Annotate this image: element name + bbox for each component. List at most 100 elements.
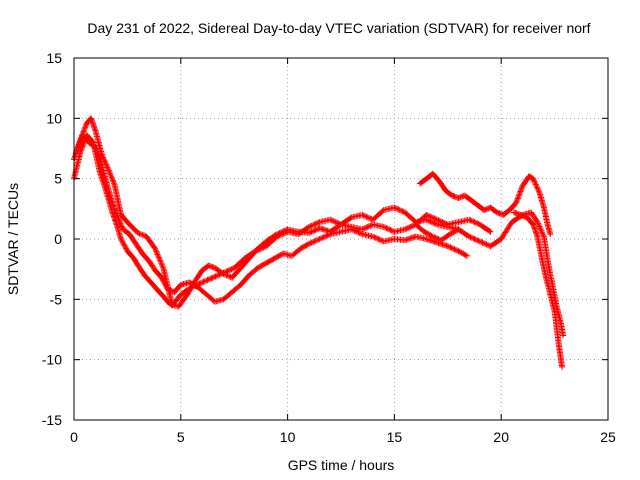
data-point-markers: [540, 204, 551, 229]
data-point-markers: [79, 132, 91, 145]
data-point-markers: [455, 226, 471, 239]
data-point-markers: [113, 211, 126, 231]
data-point-markers: [103, 178, 115, 205]
data-point-markers: [158, 274, 171, 292]
data-point-markers: [538, 255, 549, 280]
data-point-markers: [540, 233, 551, 265]
chart-title: Day 231 of 2022, Sidereal Day-to-day VTE…: [87, 20, 590, 36]
data-point-markers: [152, 245, 167, 271]
data-point-marker: [547, 231, 554, 238]
data-point-markers: [466, 233, 482, 244]
data-point-markers: [370, 233, 386, 244]
data-point-markers: [254, 260, 268, 271]
data-point-markers: [429, 170, 442, 183]
data-point-markers: [83, 132, 96, 145]
data-point-markers: [530, 175, 542, 195]
x-tick-label: 0: [70, 429, 78, 445]
data-point-markers: [145, 257, 158, 273]
data-point-markers: [468, 197, 480, 208]
data-point-markers: [237, 273, 252, 288]
data-point-markers: [92, 144, 102, 159]
y-tick-label: 10: [46, 110, 62, 126]
data-point-markers: [513, 184, 525, 206]
data-point-markers: [73, 133, 85, 156]
data-series-track-d: [417, 170, 554, 238]
data-point-markers: [370, 208, 386, 223]
data-point-markers: [327, 229, 343, 238]
data-point-markers: [132, 240, 145, 256]
data-point-markers: [175, 292, 190, 310]
data-point-markers: [498, 220, 515, 242]
data-point-markers: [306, 219, 322, 230]
data-point-markers: [212, 265, 226, 277]
data-point-markers: [506, 200, 519, 213]
data-point-markers: [147, 279, 160, 292]
data-point-markers: [139, 250, 151, 263]
data-point-markers: [500, 207, 512, 218]
data-point-markers: [423, 211, 439, 223]
x-tick-label: 5: [177, 429, 185, 445]
data-point-markers: [421, 228, 435, 239]
x-tick-label: 10: [280, 429, 296, 445]
data-point-markers: [113, 221, 124, 241]
data-point-markers: [545, 260, 556, 287]
data-point-markers: [246, 246, 260, 262]
data-point-markers: [551, 308, 560, 330]
y-tick-label: -10: [42, 352, 62, 368]
data-point-markers: [246, 266, 260, 279]
data-point-markers: [476, 221, 493, 234]
data-series-track-f: [511, 209, 566, 370]
data-point-markers: [444, 243, 461, 254]
y-tick-label: 5: [54, 171, 62, 187]
data-point-markers: [359, 222, 375, 233]
data-point-markers: [120, 226, 132, 237]
data-point-marker: [464, 252, 471, 259]
y-axis-label: SDTVAR / TECUs: [5, 183, 21, 295]
data-point-markers: [402, 209, 418, 224]
data-point-markers: [549, 281, 560, 308]
data-point-markers: [288, 246, 303, 259]
grid-lines: [74, 58, 608, 420]
data-point-markers: [171, 282, 183, 296]
y-tick-label: 15: [46, 50, 62, 66]
data-point-markers: [436, 178, 448, 193]
data-point-markers: [237, 256, 252, 271]
data-point-markers: [135, 230, 149, 239]
data-point-markers: [96, 168, 109, 193]
data-point-markers: [417, 176, 429, 187]
x-axis-label: GPS time / hours: [288, 457, 395, 473]
data-point-marker: [559, 363, 566, 370]
data-point-markers: [130, 255, 141, 268]
data-point-markers: [297, 241, 311, 252]
y-tick-label: -15: [42, 412, 62, 428]
x-tick-label: 25: [600, 429, 616, 445]
data-point-markers: [254, 239, 268, 252]
data-point-markers: [263, 256, 277, 267]
data-point-markers: [92, 127, 105, 156]
data-point-marker: [487, 228, 494, 235]
data-point-markers: [438, 232, 452, 244]
data-point-markers: [466, 216, 482, 227]
data-point-markers: [412, 221, 427, 234]
data-point-markers: [98, 151, 111, 171]
data-series-track-a: [71, 115, 462, 309]
data-point-markers: [135, 262, 147, 277]
data-point-markers: [534, 219, 547, 239]
data-point-markers: [442, 187, 454, 198]
data-point-markers: [543, 274, 553, 296]
data-point-markers: [555, 342, 564, 362]
data-point-markers: [199, 275, 215, 286]
data-point-markers: [118, 236, 130, 253]
data-point-markers: [423, 216, 439, 227]
data-point-markers: [526, 173, 536, 182]
data-point-markers: [528, 209, 540, 224]
data-point-markers: [118, 211, 132, 227]
data-point-markers: [192, 268, 205, 283]
data-point-markers: [126, 221, 140, 235]
data-point-markers: [402, 234, 418, 244]
data-point-markers: [359, 231, 375, 240]
data-point-markers: [231, 256, 247, 271]
y-tick-label: -5: [50, 291, 63, 307]
data-point-markers: [88, 115, 98, 133]
